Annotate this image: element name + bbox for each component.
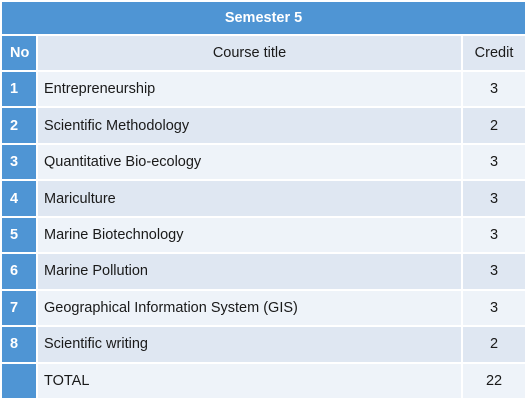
total-row: TOTAL 22: [0, 361, 525, 400]
row-number: 1: [0, 69, 38, 109]
row-number: 2: [0, 106, 38, 145]
course-title-cell: Marine Biotechnology: [36, 215, 463, 255]
table-row: 7 Geographical Information System (GIS) …: [0, 288, 525, 328]
column-header-no: No: [0, 34, 38, 72]
course-title-cell: Mariculture: [36, 179, 463, 218]
credit-cell: 2: [460, 325, 525, 364]
column-header-course-title: Course title: [36, 34, 463, 72]
total-credit: 22: [460, 361, 525, 400]
course-title-cell: Marine Pollution: [36, 252, 463, 291]
column-header-credit: Credit: [460, 34, 525, 72]
credit-cell: 3: [460, 252, 525, 291]
table-row: 1 Entrepreneurship 3: [0, 69, 525, 109]
table-title-row: Semester 5: [0, 0, 525, 36]
row-number: 6: [0, 252, 38, 291]
credit-cell: 3: [460, 179, 525, 218]
credit-cell: 3: [460, 288, 525, 328]
row-number: 7: [0, 288, 38, 328]
course-title-cell: Geographical Information System (GIS): [36, 288, 463, 328]
row-number: 3: [0, 142, 38, 182]
table-row: 5 Marine Biotechnology 3: [0, 215, 525, 255]
credit-cell: 3: [460, 215, 525, 255]
credit-cell: 3: [460, 69, 525, 109]
table-row: 2 Scientific Methodology 2: [0, 106, 525, 145]
course-title-cell: Quantitative Bio-ecology: [36, 142, 463, 182]
table-row: 6 Marine Pollution 3: [0, 252, 525, 291]
course-title-cell: Entrepreneurship: [36, 69, 463, 109]
credit-cell: 2: [460, 106, 525, 145]
course-title-cell: Scientific writing: [36, 325, 463, 364]
total-label: TOTAL: [36, 361, 463, 400]
row-number: 4: [0, 179, 38, 218]
table-row: 4 Mariculture 3: [0, 179, 525, 218]
row-number: 8: [0, 325, 38, 364]
credit-cell: 3: [460, 142, 525, 182]
semester-title: Semester 5: [0, 0, 525, 36]
table-row: 8 Scientific writing 2: [0, 325, 525, 364]
row-number: 5: [0, 215, 38, 255]
course-title-cell: Scientific Methodology: [36, 106, 463, 145]
table-header-row: No Course title Credit: [0, 34, 525, 72]
table-row: 3 Quantitative Bio-ecology 3: [0, 142, 525, 182]
total-row-number: [0, 361, 38, 400]
